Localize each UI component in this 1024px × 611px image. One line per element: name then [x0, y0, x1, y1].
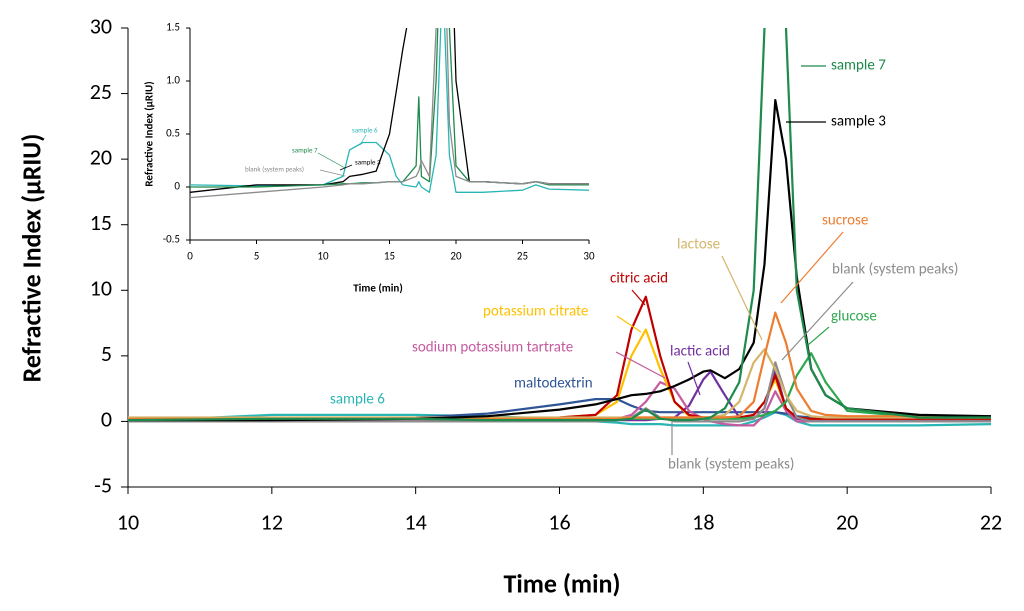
x-tick-label: 18: [692, 508, 714, 535]
y-tick-label: 0: [101, 406, 112, 433]
series-label: sample 6: [352, 126, 378, 135]
y-tick-label: 0.5: [166, 127, 180, 140]
leader-line: [721, 255, 763, 341]
leader-line: [616, 315, 642, 333]
leader-line: [319, 169, 346, 177]
leader-line: [317, 152, 346, 169]
x-tick-label: 0: [187, 250, 193, 263]
series-label: blank (system peaks): [668, 456, 794, 474]
x-tick-label: 15: [384, 250, 395, 263]
x-axis-title: Time (min): [353, 282, 403, 295]
x-tick-label: 30: [583, 250, 595, 263]
series-label: sample 3: [355, 158, 381, 167]
series-label: blank (system peaks): [832, 261, 958, 279]
y-tick-label: -0.5: [163, 233, 180, 246]
series-label: sucrose: [822, 212, 868, 230]
y-tick-label: 25: [90, 78, 112, 105]
y-tick-label: 10: [90, 275, 112, 302]
series-label: maltodextrin: [514, 375, 593, 393]
series-label: sample 6: [330, 391, 385, 409]
x-tick-label: 25: [517, 250, 528, 263]
series-line: [190, 28, 589, 199]
series-label: glucose: [831, 308, 877, 326]
series-label: sample 3: [831, 113, 886, 131]
series-label: sodium potassium tartrate: [412, 339, 573, 357]
series-label: potassium citrate: [483, 303, 588, 321]
series-label: sample 7: [292, 146, 318, 155]
x-tick-label: 20: [450, 250, 462, 263]
y-tick-label: 5: [101, 340, 112, 367]
leader-line: [339, 164, 353, 171]
x-tick-label: 14: [405, 508, 427, 535]
series-label: blank (system peaks): [245, 165, 304, 174]
plot-area: [190, 28, 589, 199]
x-tick-label: 5: [254, 250, 260, 263]
y-tick-label: 20: [90, 143, 112, 170]
y-tick-label: 1.5: [166, 21, 180, 34]
leader-line: [615, 351, 666, 379]
y-tick-label: 0: [174, 180, 180, 193]
series-label: lactose: [677, 236, 720, 254]
y-axis-title: Refractive Index (µRIU): [15, 134, 47, 383]
series-line: [128, 311, 991, 420]
y-tick-label: -5: [94, 471, 112, 498]
x-tick-label: 10: [317, 250, 329, 263]
series-line: [128, 398, 991, 420]
series-label: sample 7: [831, 57, 886, 75]
plot-area: [128, 28, 991, 427]
x-tick-label: 16: [548, 508, 570, 535]
series-line: [128, 361, 991, 423]
leader-line: [781, 281, 854, 361]
leader-line: [687, 361, 701, 396]
series-label: lactic acid: [670, 343, 730, 361]
y-tick-label: 1.0: [166, 74, 180, 87]
leader-line: [807, 326, 830, 346]
y-tick-label: 30: [90, 12, 112, 39]
leader-line: [780, 231, 844, 304]
series-line: [128, 28, 991, 422]
leader-line: [359, 134, 367, 146]
series-label: citric acid: [610, 270, 668, 288]
leader-line: [631, 289, 646, 306]
y-axis-title: Refractive Index (µRIU): [143, 81, 156, 186]
x-axis-title: Time (min): [503, 567, 620, 599]
x-tick-label: 10: [117, 508, 139, 535]
inset-background: [140, 14, 605, 304]
y-tick-label: 15: [90, 209, 112, 236]
x-tick-label: 12: [261, 508, 283, 535]
x-tick-label: 20: [836, 508, 858, 535]
x-tick-label: 22: [980, 508, 1002, 535]
series-line: [190, 28, 589, 193]
